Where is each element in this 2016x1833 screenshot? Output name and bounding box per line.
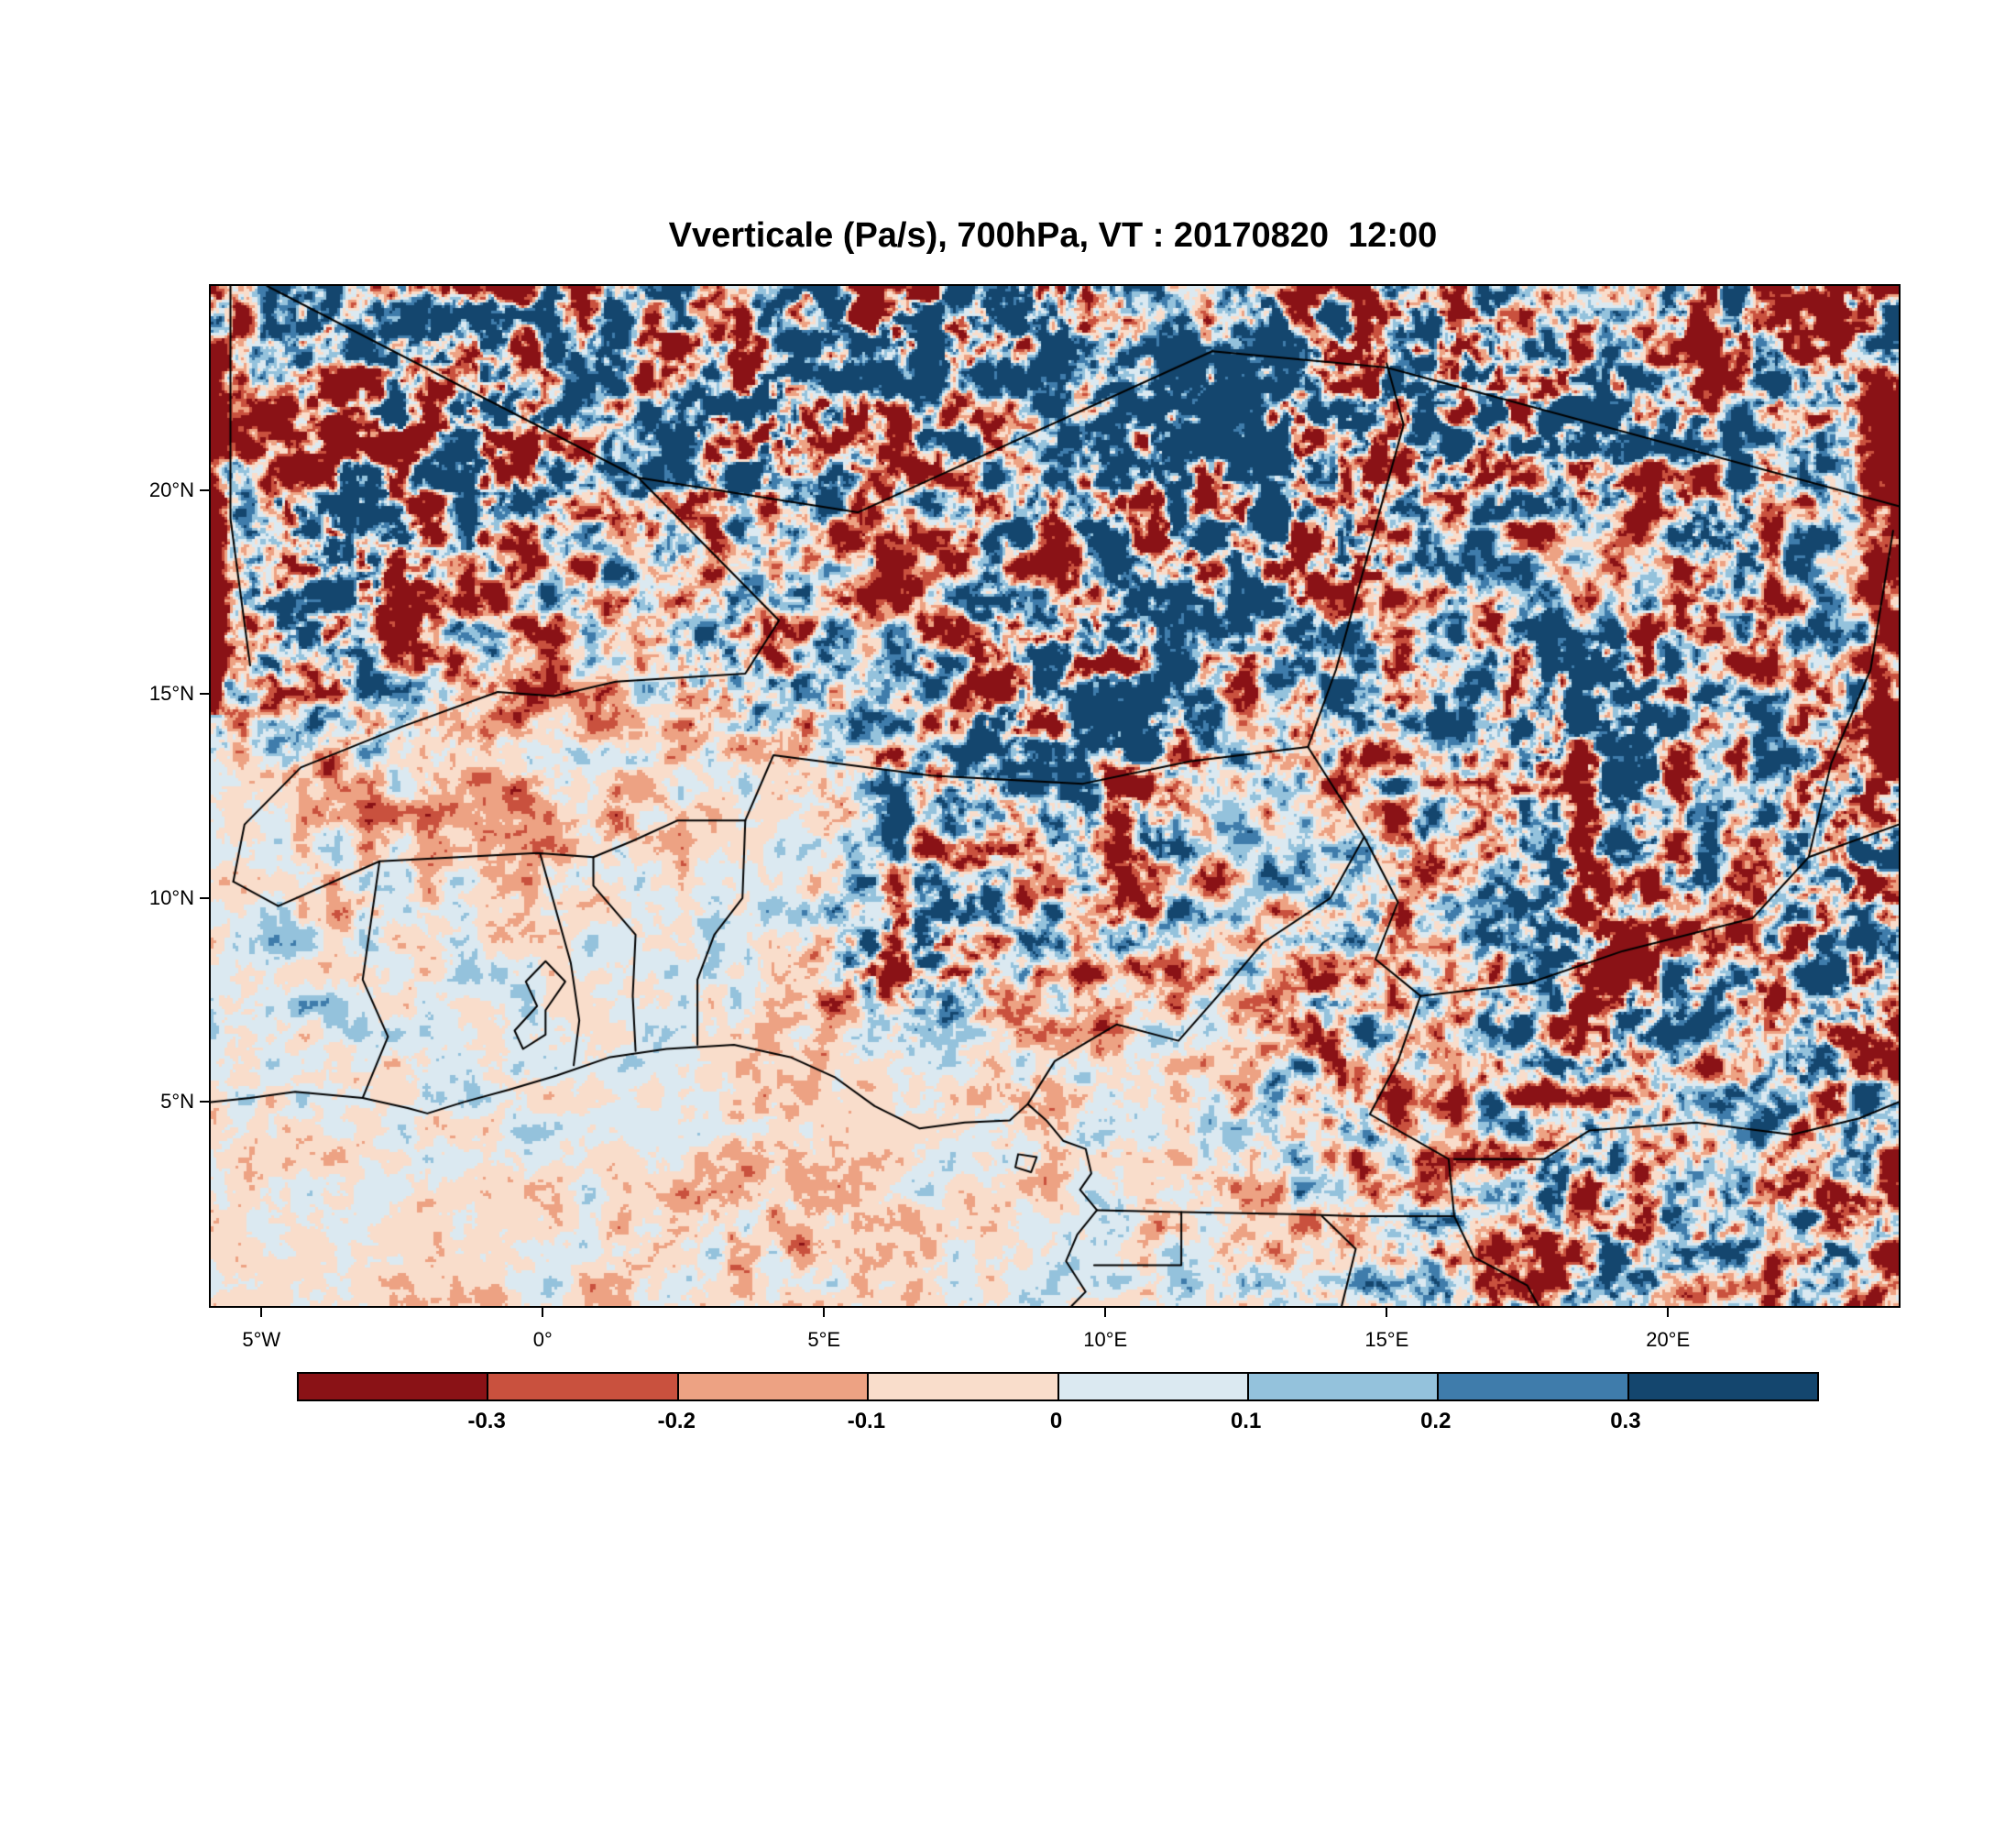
lon-tick-mark	[542, 1306, 544, 1317]
lat-tick-label: 15°N	[148, 682, 194, 706]
lat-tick-mark	[200, 1101, 211, 1103]
colorbar-segment	[488, 1374, 679, 1399]
lon-tick-label: 0°	[532, 1328, 553, 1351]
lat-tick-mark	[200, 488, 211, 491]
colorbar-tick-label: 0	[1049, 1409, 1063, 1433]
colorbar-segment	[1439, 1374, 1629, 1399]
colorbar-tick-label: -0.3	[467, 1409, 506, 1433]
colorbar-segment	[1628, 1374, 1817, 1399]
lon-tick-mark	[823, 1306, 826, 1317]
colorbar: -0.3 -0.2 -0.1 0 0.1 0.2 0.3	[297, 1372, 1819, 1445]
lon-tick-label: 20°E	[1646, 1328, 1691, 1351]
lat-tick-label: 10°N	[148, 885, 194, 909]
lat-tick-mark	[200, 693, 211, 696]
map-canvas	[211, 286, 1899, 1306]
colorbar-segment	[1058, 1374, 1249, 1399]
lon-tick-mark	[1104, 1306, 1107, 1317]
lon-tick-mark	[1386, 1306, 1388, 1317]
lon-tick-label: 5°W	[242, 1328, 281, 1351]
lon-tick-label: 15°E	[1364, 1328, 1409, 1351]
colorbar-segment	[299, 1374, 489, 1399]
colorbar-tick-label: -0.1	[847, 1409, 886, 1433]
colorbar-tick-label: 0.3	[1610, 1409, 1641, 1433]
lat-tick-label: 20°N	[148, 477, 194, 501]
lat-tick-label: 5°N	[160, 1090, 194, 1114]
lat-tick-mark	[200, 896, 211, 899]
colorbar-segments	[297, 1372, 1819, 1401]
colorbar-tick-label: 0.2	[1420, 1409, 1452, 1433]
colorbar-segment	[1248, 1374, 1440, 1399]
colorbar-segment	[869, 1374, 1059, 1399]
map-plot-area: 20°N 15°N 10°N 5°N 5°W 0° 5°E 10°E 15°E 20°E	[149, 284, 1901, 1351]
colorbar-tick-label: -0.2	[657, 1409, 696, 1433]
colorbar-segment	[678, 1374, 870, 1399]
colorbar-tick-label: 0.1	[1230, 1409, 1262, 1433]
lon-tick-mark	[260, 1306, 263, 1317]
plot-title: Vverticale (Pa/s), 700hPa, VT : 20170820…	[668, 216, 1438, 255]
lon-tick-mark	[1667, 1306, 1670, 1317]
lon-tick-label: 10°E	[1083, 1328, 1128, 1351]
lon-tick-label: 5°E	[807, 1328, 841, 1351]
